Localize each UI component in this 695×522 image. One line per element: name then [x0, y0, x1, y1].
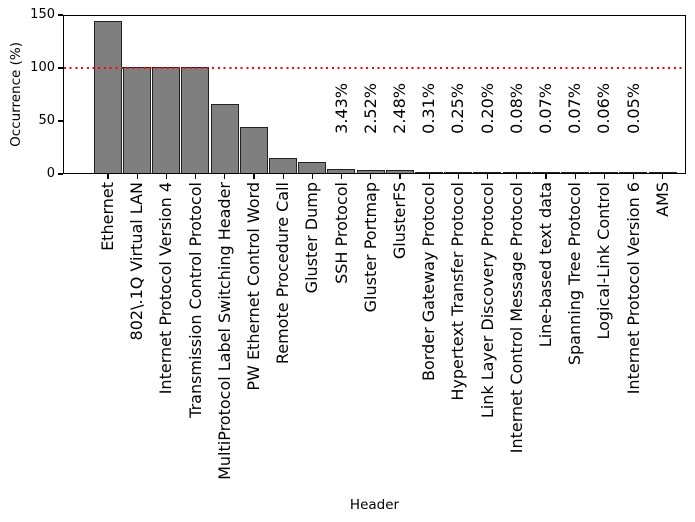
bar: [327, 169, 356, 173]
x-tick-label: Gluster Dump: [302, 182, 322, 294]
x-tick-mark: [341, 174, 343, 179]
bar-value-label: 0.20%: [477, 83, 497, 134]
bar: [210, 104, 239, 173]
x-tick-label: Ethernet: [98, 182, 117, 251]
reference-line-100pct: [64, 66, 685, 69]
bar-value-label: 2.48%: [390, 83, 409, 134]
x-tick-mark: [457, 174, 459, 179]
x-tick-mark: [516, 174, 518, 179]
x-tick-mark: [399, 174, 401, 179]
bar: [356, 170, 385, 173]
x-tick-mark: [195, 174, 197, 179]
x-tick-mark: [633, 174, 635, 179]
x-tick-mark: [545, 174, 547, 179]
bar: [502, 172, 531, 173]
bar-value-label: 0.25%: [448, 83, 468, 134]
x-tick-mark: [311, 174, 313, 179]
x-tick-mark: [574, 174, 576, 179]
x-tick-label: Transmission Control Protocol: [185, 182, 205, 418]
x-tick-label: SSH Protocol: [331, 182, 351, 284]
x-tick-mark: [603, 174, 605, 179]
x-axis-title: Header: [349, 497, 400, 513]
bar: [152, 67, 181, 173]
bar-value-label: 0.08%: [506, 83, 526, 134]
x-tick-label: MultiProtocol Label Switching Header: [214, 182, 234, 480]
bar-value-label: 0.05%: [623, 83, 643, 134]
x-tick-label: Hypertext Transfer Protocol: [448, 182, 468, 401]
x-tick-mark: [428, 174, 430, 179]
x-tick-label: 802\.1Q Virtual LAN: [127, 182, 147, 341]
x-tick-mark: [370, 174, 372, 179]
bar-value-label: 0.06%: [594, 83, 614, 134]
bar-value-label: 0.31%: [419, 83, 439, 134]
x-tick-label: Spanning Tree Protocol: [565, 182, 585, 366]
x-tick-mark: [136, 174, 138, 179]
x-tick-label: AMS: [652, 182, 672, 217]
x-tick-label: Gluster Portmap: [360, 182, 380, 313]
x-tick-label: Logical-Link Control: [594, 182, 614, 340]
x-tick-label: PW Ethernet Control Word: [244, 182, 263, 391]
bar-value-label: 0.07%: [565, 83, 585, 134]
bar-value-label: 3.43%: [331, 83, 351, 134]
x-tick-label: GlusterFS: [390, 182, 409, 260]
x-tick-mark: [165, 174, 167, 179]
bar: [473, 172, 502, 173]
x-tick-mark: [282, 174, 284, 179]
bar: [181, 67, 210, 173]
bar-value-label: 0.07%: [536, 83, 555, 134]
bar: [385, 170, 414, 173]
bar: [590, 172, 619, 173]
x-tick-label: Internet Protocol Version 6: [623, 182, 643, 395]
bar: [239, 127, 268, 173]
x-tick-mark: [487, 174, 489, 179]
y-tick-mark: [58, 14, 63, 16]
x-tick-mark: [662, 174, 664, 179]
bar: [415, 172, 443, 173]
y-tick-label: 100: [30, 60, 55, 75]
x-tick-label: Internet Protocol Version 4: [156, 182, 176, 395]
bar-value-label: 2.52%: [360, 83, 380, 134]
x-tick-label: Border Gateway Protocol: [419, 182, 439, 381]
bar: [531, 172, 560, 173]
bar: [444, 172, 473, 173]
x-tick-label: Remote Procedure Call: [273, 182, 293, 365]
x-tick-label: Line-based text data: [536, 182, 555, 348]
y-tick-mark: [58, 120, 63, 122]
bar: [619, 172, 648, 173]
y-tick-mark: [58, 173, 63, 175]
y-tick-label: 150: [30, 7, 55, 22]
x-tick-mark: [253, 174, 255, 179]
bar: [648, 172, 677, 173]
bar: [123, 67, 151, 173]
x-tick-label: Internet Control Message Protocol: [506, 182, 526, 454]
x-tick-mark: [224, 174, 226, 179]
y-axis-title-wrap: Occurrence (%): [0, 15, 34, 174]
bar: [298, 162, 327, 173]
y-tick-label: 0: [46, 166, 55, 181]
y-axis-title: Occurrence (%): [8, 42, 25, 147]
plot-area: [63, 15, 686, 174]
y-tick-label: 50: [38, 113, 55, 128]
bar: [93, 21, 122, 173]
x-tick-mark: [107, 174, 109, 179]
x-tick-label: Link Layer Discovery Protocol: [477, 182, 497, 419]
bar: [269, 158, 297, 173]
y-tick-mark: [58, 67, 63, 69]
bar: [561, 172, 589, 173]
